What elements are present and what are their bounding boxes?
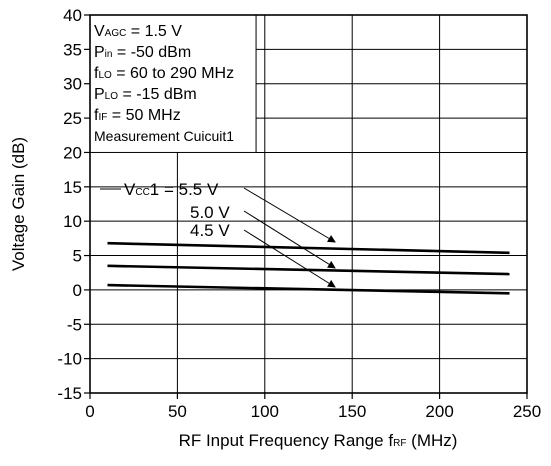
x-tick-label: 250	[513, 402, 541, 421]
y-tick-label: -10	[57, 350, 82, 369]
grid	[90, 15, 527, 393]
series-arrow	[243, 229, 336, 288]
series-annotations: VCC1 = 5.5 V 5.0 V4.5 V	[100, 180, 336, 288]
x-tick-label: 200	[425, 402, 453, 421]
conditions-box: VAGC = 1.5 V Pin = -50 dBm fLO = 60 to 290…	[89, 14, 257, 153]
series-group	[107, 241, 510, 295]
series-arrow	[243, 187, 336, 243]
x-tick-label: 150	[338, 402, 366, 421]
x-tick-label: 100	[251, 402, 279, 421]
y-tick-label: 0	[73, 281, 82, 300]
y-tick-label: 5	[73, 247, 82, 266]
y-tick-label: 20	[63, 143, 82, 162]
series-label: VCC1 = 5.5 V	[124, 180, 219, 199]
axis-ticks: -15 -10 -5 0 5 10 15 20 25 30 35 40 0 50 100 150 200 250	[57, 6, 541, 421]
condition-line: PLO = -15 dBm	[94, 86, 197, 103]
condition-line: Pin = -50 dBm	[94, 44, 191, 61]
y-tick-label: 40	[63, 6, 82, 25]
series-line-55V	[107, 241, 510, 255]
x-tick-label: 50	[168, 402, 187, 421]
x-axis-title: RF Input Frequency Range fRF (MHz)	[179, 431, 458, 450]
condition-line: fLO = 60 to 290 MHz	[94, 65, 234, 82]
condition-line: Measurement Cuicuit1	[94, 128, 234, 144]
y-tick-label: 30	[63, 75, 82, 94]
series-label: 4.5 V	[190, 221, 230, 240]
y-tick-label: 10	[63, 212, 82, 231]
x-tick-label: 0	[85, 402, 94, 421]
y-tick-label: -15	[57, 384, 82, 403]
y-tick-label: 35	[63, 40, 82, 59]
condition-line: fIF = 50 MHz	[94, 107, 181, 124]
series-label: 5.0 V	[190, 203, 230, 222]
y-tick-label: 15	[63, 178, 82, 197]
y-axis-title: Voltage Gain (dB)	[9, 137, 28, 271]
plot-frame	[89, 14, 528, 394]
series-line-45V	[107, 283, 510, 295]
conditions-box-frame	[89, 14, 257, 153]
y-tick-label: -5	[67, 315, 82, 334]
series-arrow	[243, 210, 336, 269]
y-tick-label: 25	[63, 109, 82, 128]
condition-line: VAGC = 1.5 V	[94, 23, 182, 40]
